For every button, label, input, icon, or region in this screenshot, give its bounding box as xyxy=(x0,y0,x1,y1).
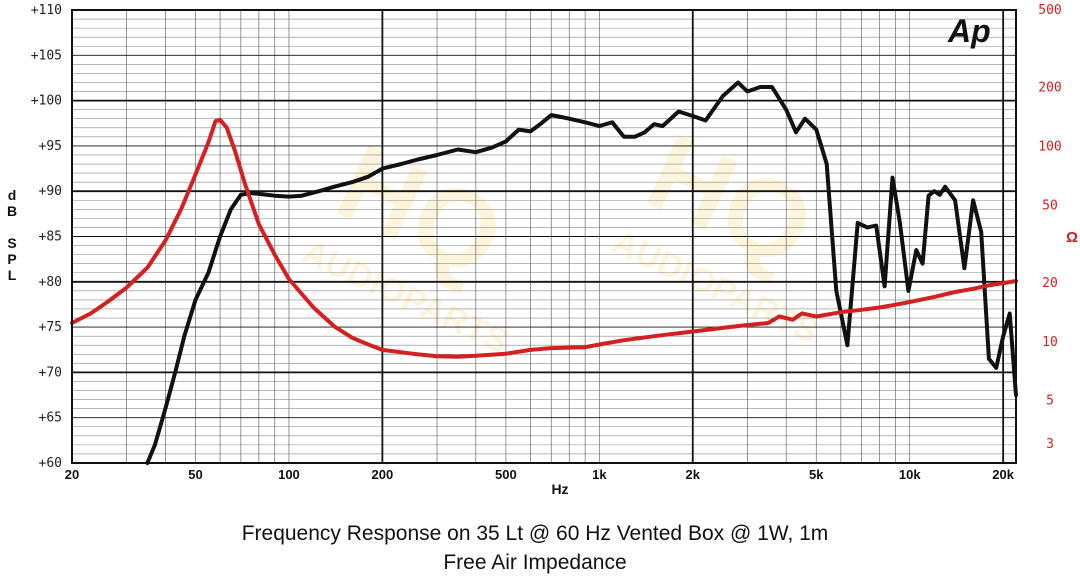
major-grid xyxy=(72,10,1016,463)
left-tick-label: +95 xyxy=(39,139,62,154)
x-axis-ticks: 20 50 100 200 500 1k 2k 5k 10k 20k xyxy=(65,467,1015,482)
left-axis-title-letter: S xyxy=(7,235,16,251)
caption-line-1: Frequency Response on 35 Lt @ 60 Hz Vent… xyxy=(242,522,829,545)
left-axis-title-letter: P xyxy=(7,251,16,267)
x-axis-title: Hz xyxy=(551,481,568,497)
left-tick-label: +65 xyxy=(39,411,62,426)
right-axis-title: Ω xyxy=(1066,229,1078,246)
right-tick-label: 500 xyxy=(1038,3,1061,18)
left-tick-label: +80 xyxy=(39,275,62,290)
x-tick-label: 1k xyxy=(592,467,607,482)
x-tick-label: 5k xyxy=(809,467,824,482)
logo: Ap xyxy=(947,13,991,49)
right-tick-label: 20 xyxy=(1042,276,1058,291)
x-tick-label: 100 xyxy=(278,467,300,482)
left-tick-label: +75 xyxy=(39,320,62,335)
x-tick-label: 500 xyxy=(495,467,517,482)
x-tick-label: 2k xyxy=(686,467,701,482)
left-tick-label: +110 xyxy=(31,3,62,18)
right-tick-label: 5 xyxy=(1046,394,1054,409)
x-tick-label: 20k xyxy=(992,467,1014,482)
left-axis-title-letter: B xyxy=(7,203,17,219)
left-tick-label: +100 xyxy=(31,94,62,109)
left-axis-ticks: +60 +65 +70 +75 +80 +85 +90 +95 +100 +105 +110 xyxy=(31,3,62,471)
left-axis-title-letter: d xyxy=(8,187,17,203)
right-tick-label: 50 xyxy=(1042,198,1058,213)
impedance-line xyxy=(70,117,1018,359)
x-tick-label: 20 xyxy=(65,467,79,482)
left-tick-label: +85 xyxy=(39,230,62,245)
caption-line-2: Free Air Impedance xyxy=(443,551,626,574)
left-tick-label: +60 xyxy=(39,456,62,471)
left-tick-label: +90 xyxy=(39,184,62,199)
x-tick-label: 200 xyxy=(372,467,394,482)
right-tick-label: 200 xyxy=(1038,81,1061,96)
left-tick-label: +105 xyxy=(31,48,62,63)
plot-frame xyxy=(71,9,1017,464)
right-tick-label: 10 xyxy=(1042,335,1058,350)
x-tick-label: 50 xyxy=(188,467,202,482)
left-axis-title-letter: L xyxy=(8,267,17,283)
left-tick-label: +70 xyxy=(39,365,62,380)
right-tick-label: 100 xyxy=(1038,140,1061,155)
right-axis-ticks: 3 5 10 20 50 100 200 500 xyxy=(1038,3,1061,452)
spl-line xyxy=(145,80,1018,465)
right-tick-label: 3 xyxy=(1046,437,1054,452)
series-layer xyxy=(70,80,1018,465)
x-tick-label: 10k xyxy=(899,467,921,482)
